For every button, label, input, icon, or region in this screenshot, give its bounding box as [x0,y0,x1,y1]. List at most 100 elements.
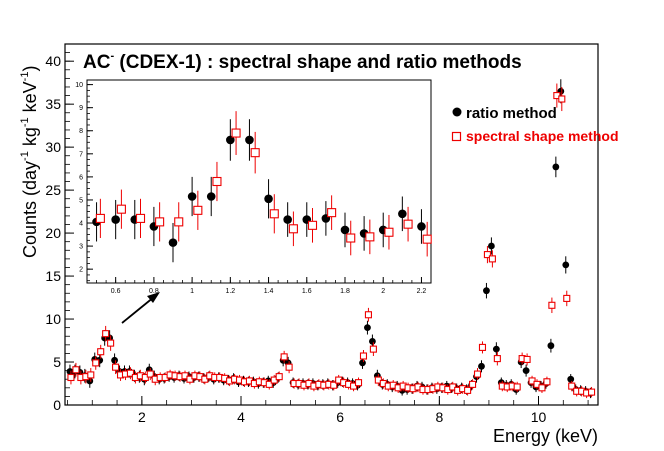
inset-spectral-point [116,204,126,214]
main-ratio-point [478,362,485,370]
main-spectral-point [364,311,372,319]
inset-y-tick-label: 7 [79,151,83,158]
inset-ratio-point [398,209,407,219]
main-spectral-point [538,384,546,392]
inset-x-tick-label: 2.2 [417,288,427,295]
inset-spectral-point [403,219,413,229]
inset-spectral-point [231,128,241,138]
inset-spectral-point [288,224,298,234]
inset-ratio-point [283,215,292,224]
main-ratio-point [364,324,371,332]
main-spectral-point [568,382,576,390]
main-spectral-point [107,339,115,347]
inset-spectral-point [212,176,222,187]
main-y-tick-label: 40 [45,53,61,69]
main-ratio-point [488,242,495,250]
inset-y-tick-label: 3 [79,244,83,251]
main-spectral-point [483,251,491,259]
main-x-tick-label: 2 [138,409,146,425]
main-spectral-point [112,363,120,371]
inset-ratio-point [111,215,120,224]
main-spectral-point [588,388,596,396]
legend: ratio method spectral shape method [451,105,619,144]
x-axis-title: Energy (keV) [493,426,598,446]
inset-x-tick-label: 1.8 [340,288,350,295]
inset-spectral-point [422,234,432,244]
legend-label-ratio: ratio method [466,105,557,122]
inset-x-tick-label: 1.2 [225,288,235,295]
main-x-tick-label: 10 [531,409,547,425]
main-ratio-point [547,342,555,350]
main-spectral-point [543,378,551,386]
main-spectral-point [473,370,482,378]
inset-spectral-point [95,213,105,223]
main-y-tick-label: 15 [45,268,61,284]
main-spectral-point [265,380,273,388]
inset-x-tick-label: 0.8 [149,288,159,295]
inset-spectral-point [365,232,375,242]
inset-x-tick-label: 2 [381,288,385,295]
legend-label-spectral: spectral shape method [466,128,619,144]
inset-spectral-point [327,208,337,218]
inset-ratio-point [417,222,426,231]
main-spectral-point [469,380,477,388]
main-spectral-point [563,294,571,302]
inset-x-tick-label: 1.6 [302,288,312,295]
main-x-tick-label: 8 [435,409,443,425]
main-spectral-point [146,370,154,378]
main-ratio-point [359,359,366,367]
main-y-tick-label: 20 [45,225,61,241]
inset-spectral-point [135,213,146,223]
inset-spectral-point [250,148,260,158]
inset-y-tick-label: 9 [79,105,83,112]
inset-plot-frame [86,79,432,284]
y-axis-title: Counts (day-1 kg-1 keV-1) [19,66,40,258]
inset-plot-layer: 2 3 4 5 6 7 8 9 10 0.6 0.8 1 1.2 1.4 1.6 1.8 2 2.2 [75,82,432,295]
inset-x-tick-label: 0.6 [111,288,121,295]
inset-ratio-point [226,135,235,145]
main-ratio-point [552,163,560,171]
inset-ratio-point [264,194,273,204]
main-spectral-point [493,355,501,363]
inset-y-tick-label: 4 [79,220,83,227]
main-y-tick-label: 5 [53,354,61,370]
main-spectral-point [97,348,105,356]
inset-ratio-point [340,225,350,235]
inset-ratio-point [245,135,254,145]
main-spectral-point [359,352,368,360]
main-spectral-point [102,330,110,338]
main-spectral-point [280,353,288,361]
main-ratio-point [522,367,530,375]
main-spectral-point [523,355,531,363]
inset-spectral-point [384,227,394,237]
main-spectral-point [275,373,283,381]
main-spectral-point [126,369,134,377]
chart-title: AC- (CDEX-1) : spectral shape and ratio … [83,50,522,73]
main-spectral-point [369,345,377,353]
main-y-tick-label: 35 [45,96,61,112]
inset-spectral-point [174,217,184,227]
inset-spectral-point [193,205,203,215]
main-ratio-point [369,337,376,345]
main-spectral-point [513,383,521,391]
main-spectral-point [488,255,496,263]
zoom-arrow-head [147,292,160,303]
inset-y-tick-label: 5 [79,197,83,204]
inset-y-tick-label: 8 [79,128,83,135]
main-ratio-point [567,375,575,383]
main-spectral-point [92,359,100,367]
legend-marker-ratio [452,107,462,117]
inset-ratio-point [206,192,216,201]
main-spectral-point [67,373,75,382]
main-ratio-point [66,368,74,375]
inset-y-tick-label: 10 [75,82,83,89]
main-spectral-point [558,95,566,103]
main-y-tick-label: 10 [45,311,61,327]
inset-y-tick-label: 6 [79,174,83,181]
main-spectral-point [72,366,80,374]
main-spectral-point [478,343,487,351]
main-spectral-point [354,379,363,387]
main-y-tick-label: 25 [45,182,61,198]
